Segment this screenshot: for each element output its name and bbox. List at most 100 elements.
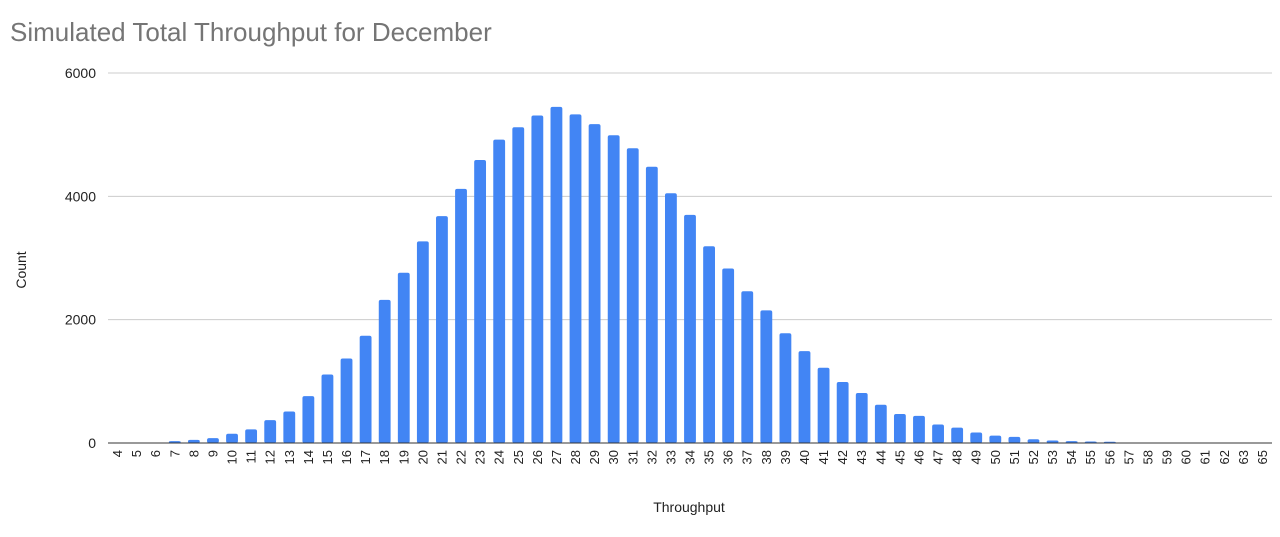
x-tick-label: 62 bbox=[1217, 450, 1232, 464]
bar bbox=[856, 393, 868, 443]
x-tick-label: 22 bbox=[454, 450, 469, 464]
x-tick-label: 6 bbox=[148, 450, 163, 457]
x-tick-label: 10 bbox=[225, 450, 240, 464]
x-tick-label: 32 bbox=[644, 450, 659, 464]
x-tick-label: 18 bbox=[377, 450, 392, 464]
x-tick-label: 61 bbox=[1198, 450, 1213, 464]
y-tick-label: 0 bbox=[88, 435, 96, 451]
bar bbox=[684, 215, 696, 443]
bar bbox=[722, 268, 734, 443]
bar bbox=[531, 116, 543, 443]
x-tick-label: 46 bbox=[911, 450, 926, 464]
x-tick-label: 38 bbox=[759, 450, 774, 464]
x-tick-label: 42 bbox=[835, 450, 850, 464]
bar bbox=[894, 414, 906, 443]
bar bbox=[779, 333, 791, 443]
bar bbox=[818, 368, 830, 443]
x-tick-label: 57 bbox=[1121, 450, 1136, 464]
x-tick-label: 34 bbox=[683, 450, 698, 464]
x-tick-label: 45 bbox=[892, 450, 907, 464]
bar bbox=[360, 336, 372, 443]
x-tick-label: 41 bbox=[816, 450, 831, 464]
x-tick-label: 60 bbox=[1179, 450, 1194, 464]
x-tick-label: 24 bbox=[492, 450, 507, 464]
x-tick-label: 48 bbox=[950, 450, 965, 464]
bar bbox=[417, 241, 429, 443]
bar bbox=[455, 189, 467, 443]
y-tick-label: 4000 bbox=[65, 188, 96, 204]
bar bbox=[512, 127, 524, 443]
bar bbox=[302, 396, 314, 443]
bar bbox=[551, 107, 563, 443]
x-tick-label: 20 bbox=[415, 450, 430, 464]
bar bbox=[608, 135, 620, 443]
bar bbox=[646, 167, 658, 443]
x-tick-label: 17 bbox=[358, 450, 373, 464]
bar bbox=[283, 412, 295, 443]
bar bbox=[932, 425, 944, 444]
x-tick-label: 33 bbox=[663, 450, 678, 464]
x-tick-label: 53 bbox=[1045, 450, 1060, 464]
x-tick-label: 47 bbox=[931, 450, 946, 464]
bar bbox=[627, 148, 639, 443]
bar bbox=[264, 420, 276, 443]
x-tick-label: 4 bbox=[110, 450, 125, 457]
x-tick-label: 35 bbox=[702, 450, 717, 464]
x-tick-label: 44 bbox=[873, 450, 888, 464]
x-tick-label: 25 bbox=[511, 450, 526, 464]
x-tick-label: 11 bbox=[244, 450, 259, 464]
bar bbox=[760, 310, 772, 443]
x-tick-label: 5 bbox=[129, 450, 144, 457]
bar bbox=[474, 160, 486, 443]
x-tick-label: 7 bbox=[167, 450, 182, 457]
y-axis-ticks: 0 2000 4000 6000 bbox=[65, 65, 96, 451]
bar bbox=[1028, 439, 1040, 443]
x-tick-label: 29 bbox=[587, 450, 602, 464]
bar bbox=[436, 216, 448, 443]
bar bbox=[570, 114, 582, 443]
x-tick-label: 40 bbox=[797, 450, 812, 464]
x-tick-label: 36 bbox=[721, 450, 736, 464]
y-axis-title: Count bbox=[13, 251, 29, 288]
x-tick-label: 30 bbox=[606, 450, 621, 464]
x-tick-label: 54 bbox=[1064, 450, 1079, 464]
y-tick-label: 2000 bbox=[65, 312, 96, 328]
bar bbox=[951, 428, 963, 443]
x-tick-label: 37 bbox=[740, 450, 755, 464]
bar bbox=[398, 273, 410, 443]
x-tick-label: 63 bbox=[1236, 450, 1251, 464]
x-tick-label: 21 bbox=[434, 450, 449, 464]
bar bbox=[665, 193, 677, 443]
x-tick-label: 31 bbox=[625, 450, 640, 464]
x-tick-label: 49 bbox=[969, 450, 984, 464]
x-tick-label: 27 bbox=[549, 450, 564, 464]
bars bbox=[108, 107, 1272, 443]
x-tick-label: 14 bbox=[301, 450, 316, 464]
bar bbox=[1008, 437, 1020, 443]
bar bbox=[913, 416, 925, 443]
bar bbox=[970, 433, 982, 443]
x-tick-label: 65 bbox=[1255, 450, 1270, 464]
x-tick-label: 55 bbox=[1083, 450, 1098, 464]
x-tick-label: 52 bbox=[1026, 450, 1041, 464]
bar bbox=[875, 405, 887, 443]
x-tick-label: 59 bbox=[1160, 450, 1175, 464]
x-tick-label: 28 bbox=[568, 450, 583, 464]
x-tick-label: 43 bbox=[854, 450, 869, 464]
bar bbox=[341, 359, 353, 443]
y-tick-label: 6000 bbox=[65, 65, 96, 81]
x-tick-label: 58 bbox=[1140, 450, 1155, 464]
bar bbox=[703, 246, 715, 443]
x-tick-label: 39 bbox=[778, 450, 793, 464]
bar bbox=[799, 351, 811, 443]
chart-title: Simulated Total Throughput for December bbox=[10, 17, 492, 47]
x-tick-label: 15 bbox=[320, 450, 335, 464]
bar bbox=[226, 434, 238, 443]
bar bbox=[245, 429, 257, 443]
bar bbox=[589, 124, 601, 443]
x-tick-label: 9 bbox=[205, 450, 220, 457]
bar bbox=[741, 291, 753, 443]
bar bbox=[837, 382, 849, 443]
x-tick-label: 19 bbox=[396, 450, 411, 464]
x-tick-label: 8 bbox=[186, 450, 201, 457]
